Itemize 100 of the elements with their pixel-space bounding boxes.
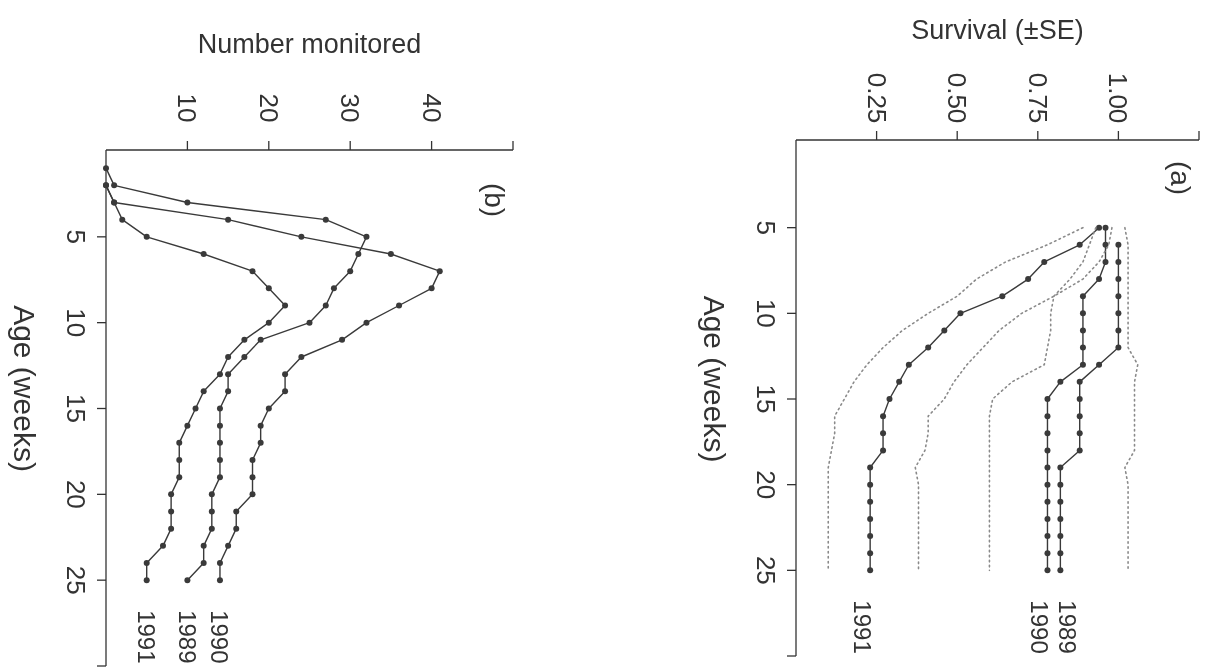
- point: [867, 464, 874, 471]
- point: [200, 560, 207, 566]
- point: [241, 336, 248, 343]
- point: [1044, 498, 1051, 505]
- point: [233, 508, 240, 515]
- text: 1990: [206, 610, 234, 664]
- point: [168, 491, 175, 498]
- point: [867, 533, 874, 540]
- point: [1076, 241, 1083, 248]
- point: [233, 525, 240, 532]
- point: [216, 560, 223, 566]
- point: [1057, 515, 1064, 522]
- x-tick-label: 0.75: [1022, 72, 1053, 124]
- y-axis-title: Age (weeks): [7, 305, 41, 472]
- point: [322, 302, 329, 309]
- y-axis-title: Age (weeks): [697, 295, 731, 463]
- line-series: [827, 226, 1084, 572]
- point: [957, 310, 964, 317]
- point: [355, 251, 362, 257]
- point: [257, 336, 264, 343]
- point: [176, 457, 183, 463]
- point: [1044, 413, 1051, 420]
- y-tick-label: 25: [61, 565, 91, 595]
- point: [225, 371, 232, 378]
- point: [184, 199, 191, 206]
- point: [192, 405, 199, 412]
- point: [168, 508, 175, 515]
- point: [886, 396, 893, 402]
- point: [225, 388, 232, 395]
- y-tick-label: 5: [751, 220, 781, 235]
- point: [200, 388, 207, 395]
- point: [428, 285, 435, 292]
- point: [225, 542, 232, 549]
- point: [216, 439, 223, 446]
- point: [1057, 498, 1064, 505]
- point: [298, 233, 305, 240]
- point: [1041, 258, 1048, 265]
- point: [436, 268, 443, 275]
- point: [1057, 533, 1064, 540]
- point: [143, 560, 150, 566]
- text: 1991: [133, 610, 161, 664]
- point: [249, 474, 256, 481]
- point: [216, 577, 223, 584]
- point: [282, 371, 289, 378]
- point: [1057, 464, 1064, 471]
- text: 1991: [849, 600, 877, 654]
- point: [330, 285, 337, 292]
- point: [1076, 396, 1083, 402]
- point: [363, 233, 370, 240]
- point: [880, 413, 887, 420]
- point: [249, 268, 256, 275]
- point: [176, 439, 183, 446]
- point: [867, 550, 874, 557]
- x-tick-label: 10: [172, 93, 203, 123]
- point: [208, 508, 215, 515]
- point: [265, 285, 272, 292]
- x-tick-label: 20: [253, 93, 284, 123]
- point: [176, 474, 183, 481]
- y-tick-label: 10: [61, 308, 91, 338]
- point: [225, 354, 232, 360]
- text: 1990: [1026, 600, 1054, 654]
- point: [257, 422, 264, 429]
- point: [216, 371, 223, 378]
- point: [184, 422, 191, 429]
- point: [200, 542, 207, 549]
- point: [184, 577, 191, 584]
- point: [387, 251, 394, 257]
- point: [1076, 447, 1083, 454]
- point: [306, 319, 313, 326]
- point: [1044, 430, 1051, 437]
- point: [1096, 276, 1103, 283]
- point: [941, 327, 948, 334]
- x-tick-label: 40: [416, 93, 447, 123]
- line-series: [1124, 226, 1139, 572]
- point: [216, 474, 223, 481]
- point: [168, 525, 175, 532]
- x-tick-label: 0.50: [942, 72, 973, 124]
- line-series: [914, 226, 1113, 572]
- point: [1025, 276, 1032, 283]
- point: [347, 268, 354, 275]
- point: [396, 302, 403, 309]
- point: [1076, 413, 1083, 420]
- point: [867, 498, 874, 505]
- point: [1079, 293, 1086, 300]
- point: [1057, 481, 1064, 488]
- point: [363, 319, 370, 326]
- text: 1989: [173, 610, 201, 664]
- y-tick-label: 15: [61, 394, 91, 423]
- point: [1115, 327, 1122, 334]
- point: [1044, 533, 1051, 540]
- x-tick-label: 1.00: [1103, 72, 1134, 124]
- point: [208, 525, 215, 532]
- point: [159, 542, 166, 549]
- point: [867, 515, 874, 522]
- point: [249, 457, 256, 463]
- y-tick-label: 20: [61, 479, 91, 509]
- point: [208, 491, 215, 498]
- point: [216, 457, 223, 463]
- point: [1044, 515, 1051, 522]
- point: [322, 216, 329, 223]
